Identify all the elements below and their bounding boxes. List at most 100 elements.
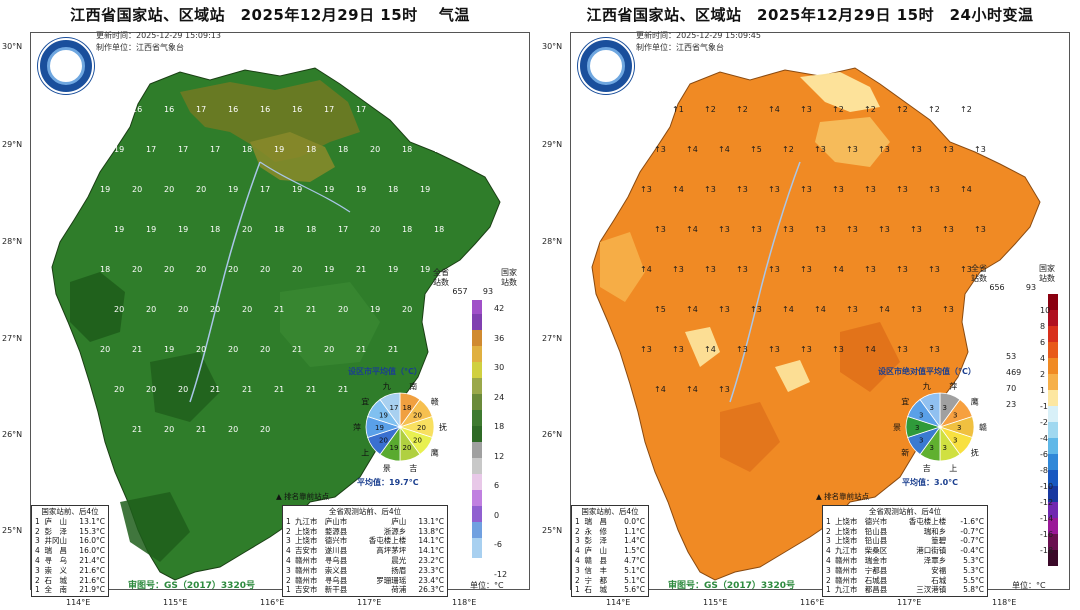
nat-station-label: 国家站数 <box>1039 264 1055 283</box>
station-value: ↑3 <box>672 265 684 274</box>
pie-value: 3 <box>930 444 934 452</box>
lon-label: 117°E <box>897 598 922 607</box>
station-value: 19 <box>420 185 430 194</box>
station-value: 21 <box>356 265 366 274</box>
station-value: ↑3 <box>846 305 858 314</box>
all-station-count: 657 <box>452 287 468 296</box>
lon-label: 118°E <box>452 598 477 607</box>
scale-tick: -4 <box>1040 434 1048 443</box>
station-value: 17 <box>178 145 188 154</box>
station-value: ↑4 <box>686 145 698 154</box>
station-value: ↑5 <box>654 305 666 314</box>
scale-tick: 6 <box>1040 338 1046 347</box>
station-value: ↑3 <box>846 225 858 234</box>
station-value: ↑2 <box>782 145 794 154</box>
station-value: 20 <box>178 385 188 394</box>
station-value: ↑2 <box>704 105 716 114</box>
temp-change-map[interactable]: ↑1 ↑2 ↑2 ↑4 ↑3 ↑2 ↑2 ↑2 ↑2 ↑2 ↑3 ↑4 ↑4 ↑5 ↑2 ↑3 ↑3 ↑3 ↑3 ↑3… <box>570 32 1070 590</box>
lat-label: 27°N <box>542 334 563 343</box>
station-value: 19 <box>178 225 188 234</box>
scale-tick: 469 <box>1006 368 1022 377</box>
station-value: 21 <box>356 345 366 354</box>
cma-logo-icon <box>578 38 634 94</box>
scale-tick: 10 <box>1040 306 1051 315</box>
station-value: 20 <box>132 265 142 274</box>
pie-label: 上 <box>949 464 957 473</box>
dark-patch-2 <box>150 352 220 422</box>
rank-header: 国家站前、后4位 <box>41 507 99 516</box>
pie-value: 3 <box>953 436 957 444</box>
station-value: 20 <box>196 185 206 194</box>
lon-label: 116°E <box>260 598 285 607</box>
station-value: 20 <box>260 345 270 354</box>
river <box>189 161 261 403</box>
station-value: ↑5 <box>750 145 762 154</box>
light-patch-3 <box>775 360 810 392</box>
station-value: 20 <box>146 305 156 314</box>
station-value: ↑3 <box>704 185 716 194</box>
lighter-patch <box>280 282 380 367</box>
station-value: 19 <box>146 225 156 234</box>
pie-label: 赣 <box>979 422 987 432</box>
station-value: ↑4 <box>814 305 826 314</box>
panel-title: 江西省国家站、区域站 2025年12月29日 15时 24小时变温 <box>586 6 1034 24</box>
station-value: ↑3 <box>910 145 922 154</box>
station-value: ↑3 <box>896 265 908 274</box>
light-patch-2 <box>685 327 720 367</box>
station-value: 21 <box>132 345 142 354</box>
station-value: 18 <box>402 225 412 234</box>
all-station-rank-box: 全省观测站前、后4位 1 九江市 庐山市 庐山 13.1°C 2 上饶市 婺源县 浙源乡 13.8… <box>282 505 448 598</box>
lat-label: 27°N <box>2 334 23 343</box>
station-value: 20 <box>370 225 380 234</box>
station-value: 20 <box>196 265 206 274</box>
scale-tick: 53 <box>1006 352 1017 361</box>
station-value: ↑3 <box>896 185 908 194</box>
station-value: ↑4 <box>654 385 666 394</box>
province-shape <box>51 67 501 581</box>
station-value: ↑3 <box>928 265 940 274</box>
lat-label: 30°N <box>542 42 563 51</box>
color-scale <box>472 300 482 558</box>
pie-value: 3 <box>957 424 961 432</box>
station-value: 18 <box>388 105 398 114</box>
rank-row: 1 九江市 都昌县 三汊港镇 5.8°C <box>826 585 984 595</box>
station-value: 19 <box>324 185 334 194</box>
lat-label: 29°N <box>2 140 23 149</box>
pie-label: 赣 <box>431 397 439 407</box>
station-value: ↑3 <box>800 265 812 274</box>
lon-label: 115°E <box>163 598 188 607</box>
station-value: ↑2 <box>928 105 940 114</box>
lat-label: 26°N <box>542 430 563 439</box>
rank-row: 3 上饶市 德兴市 香屯楼上楼 14.1°C <box>286 536 444 546</box>
pie-value: 3 <box>942 444 946 452</box>
city-average-pie: 18 南 20 赣 20 抚 20 鹰 20 吉 19 景 20 上 19 萍 19 宜 17 九 <box>353 381 447 473</box>
station-value: 21 <box>306 385 316 394</box>
pie-label: 宜 <box>361 397 369 407</box>
station-value: 20 <box>164 425 174 434</box>
lat-label: 25°N <box>542 526 563 535</box>
pie-value: 19 <box>390 444 399 452</box>
station-value: 17 <box>324 105 334 114</box>
station-value: ↑4 <box>672 185 684 194</box>
station-value: 19 <box>356 185 366 194</box>
station-value: ↑3 <box>878 145 890 154</box>
pie-label: 景 <box>383 464 391 473</box>
station-value: ↑3 <box>654 145 666 154</box>
dark-south <box>720 402 780 472</box>
pie-value: 18 <box>402 404 411 412</box>
station-value: ↑3 <box>942 145 954 154</box>
pie-label: 景 <box>893 423 901 432</box>
station-value: ↑3 <box>846 145 858 154</box>
station-value: ↑4 <box>686 305 698 314</box>
scale-tick: 30 <box>494 363 505 372</box>
color-scale <box>1048 294 1058 566</box>
lat-label: 29°N <box>542 140 563 149</box>
producer: 制作单位：江西省气象台 <box>96 43 184 52</box>
station-value: 21 <box>132 425 142 434</box>
